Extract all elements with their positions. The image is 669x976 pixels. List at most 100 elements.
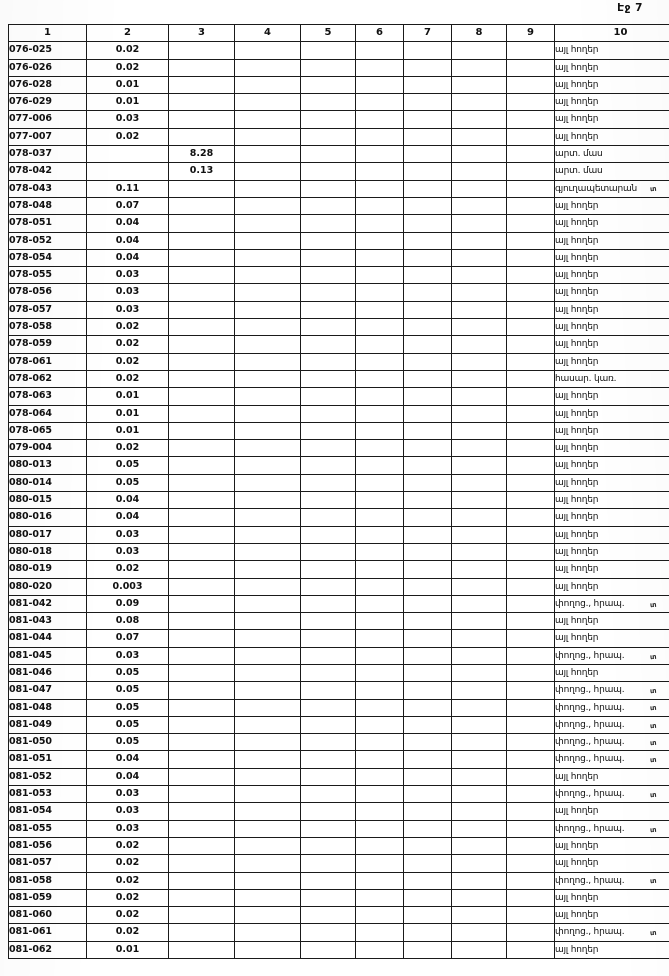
cell-area-col7	[403, 439, 452, 458]
column-header-5: 5	[300, 23, 356, 43]
cell-area-col9	[506, 594, 555, 614]
cell-area-col5	[300, 733, 356, 752]
cell-area-col5	[300, 802, 356, 821]
cell-area-col8	[451, 767, 507, 787]
cell-area-col8	[451, 300, 507, 320]
cell-area-col6	[355, 577, 404, 596]
cell-parcel-code: 077-007	[8, 127, 87, 147]
cell-area-col8	[451, 283, 507, 302]
cell-area-col3	[168, 819, 235, 838]
table-row: 081-055 0.03 փողոց., հրապ.	[8, 819, 669, 838]
cell-land-type: արտ. մաս	[554, 162, 669, 181]
cell-area-col3	[168, 594, 235, 614]
cell-parcel-code: 080-014	[8, 473, 87, 493]
cell-area-col2: 0.04	[86, 491, 169, 510]
cell-area-col4	[234, 750, 301, 769]
table-row: 081-054 0.03 այլ հողեր	[8, 802, 669, 821]
cell-area-col6	[355, 439, 404, 458]
cell-area-col3	[168, 681, 235, 700]
cell-area-col8	[451, 906, 507, 925]
cell-parcel-code: 077-006	[8, 110, 87, 129]
cell-area-col3	[168, 940, 235, 960]
cell-area-col8	[451, 473, 507, 493]
cell-area-col2: 0.02	[86, 352, 169, 371]
cell-area-col5	[300, 888, 356, 908]
cell-area-col3	[168, 802, 235, 821]
cell-area-col5	[300, 266, 356, 285]
cell-area-col2: 0.03	[86, 283, 169, 302]
cell-area-col8	[451, 663, 507, 683]
cell-parcel-code: 076-029	[8, 93, 87, 112]
cell-area-col4	[234, 681, 301, 700]
cell-area-col7	[403, 733, 452, 752]
cell-area-col2: 0.02	[86, 923, 169, 942]
cell-area-col5	[300, 594, 356, 614]
cell-area-col6	[355, 110, 404, 129]
cell-parcel-code: 078-052	[8, 231, 87, 250]
cell-area-col7	[403, 456, 452, 475]
cell-parcel-code: 081-047	[8, 681, 87, 700]
margin-annotation: տ	[649, 756, 657, 765]
cell-area-col4	[234, 577, 301, 596]
table-row: 080-019 0.02 այլ հողեր	[8, 560, 669, 579]
table-row: 081-057 0.02 այլ հողեր	[8, 854, 669, 873]
cell-area-col9	[506, 58, 555, 77]
cell-area-col7	[403, 110, 452, 129]
cell-area-col9	[506, 733, 555, 752]
cell-area-col7	[403, 491, 452, 510]
cell-area-col9	[506, 439, 555, 458]
table-row: 080-017 0.03 այլ հողեր	[8, 525, 669, 544]
column-header-9: 9	[506, 23, 555, 43]
cell-area-col2: 0.03	[86, 266, 169, 285]
cell-area-col4	[234, 231, 301, 250]
cell-area-col9	[506, 352, 555, 371]
cell-area-col6	[355, 456, 404, 475]
cell-area-col4	[234, 162, 301, 181]
cell-land-type: այլ հողեր	[554, 421, 669, 441]
cell-parcel-code: 080-018	[8, 542, 87, 562]
cell-area-col3	[168, 231, 235, 250]
cell-parcel-code: 078-056	[8, 283, 87, 302]
cell-area-col8	[451, 629, 507, 648]
cell-area-col5	[300, 300, 356, 320]
cell-land-type: այլ հողեր	[554, 508, 669, 527]
cell-area-col3	[168, 525, 235, 544]
cell-area-col9	[506, 802, 555, 821]
margin-annotation: տ	[649, 877, 657, 886]
table-row: 078-056 0.03 այլ հողեր	[8, 283, 669, 302]
cell-area-col2: 0.05	[86, 456, 169, 475]
cell-area-col9	[506, 854, 555, 873]
table-row: 081-049 0.05 փողոց., հրապ.	[8, 715, 669, 735]
cell-area-col5	[300, 646, 356, 665]
cell-area-col7	[403, 612, 452, 631]
margin-annotation: տ	[649, 686, 657, 696]
cell-area-col4	[234, 560, 301, 579]
cell-area-col7	[403, 940, 452, 960]
cell-area-col9	[506, 715, 555, 735]
cell-area-col5	[300, 923, 356, 942]
table-row: 080-015 0.04 այլ հողեր	[8, 491, 669, 510]
cell-area-col2: 0.01	[86, 404, 169, 423]
cell-area-col7	[403, 93, 452, 112]
table-row: 078-052 0.04 այլ հողեր	[8, 231, 669, 250]
cell-area-col2: 0.04	[86, 214, 169, 233]
cell-area-col3	[168, 767, 235, 787]
cell-area-col4	[234, 612, 301, 631]
cell-area-col4	[234, 110, 301, 129]
cell-area-col2: 0.02	[86, 439, 169, 458]
cell-area-col8	[451, 802, 507, 821]
cell-parcel-code: 078-054	[8, 248, 87, 268]
table-row: 081-059 0.02 այլ հողեր	[8, 888, 669, 908]
cell-area-col3	[168, 629, 235, 648]
cell-area-col3	[168, 750, 235, 769]
cell-parcel-code: 081-058	[8, 871, 87, 890]
table-header-row-group: 1 2 3 4 5 6 7 8 9 10	[8, 23, 669, 43]
cell-area-col6	[355, 248, 404, 268]
cell-area-col5	[300, 525, 356, 544]
cell-area-col9	[506, 93, 555, 112]
cell-area-col9	[506, 75, 555, 95]
cell-area-col3	[168, 110, 235, 129]
cell-area-col8	[451, 594, 507, 614]
cell-area-col6	[355, 733, 404, 752]
cell-area-col8	[451, 542, 507, 562]
